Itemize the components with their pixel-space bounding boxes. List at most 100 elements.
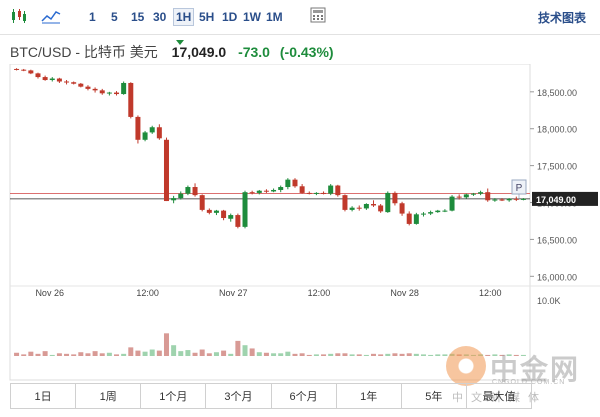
interval-5h[interactable]: 5H <box>199 10 215 24</box>
volume-bar <box>106 352 112 356</box>
volume-bar <box>49 354 55 356</box>
volume-bar <box>292 353 298 356</box>
candle-body <box>256 190 262 193</box>
candle-body <box>185 187 191 194</box>
interval-1d[interactable]: 1D <box>222 10 238 24</box>
candle-body <box>78 83 84 87</box>
volume-bar <box>299 353 305 356</box>
watermark-logo <box>446 346 486 386</box>
candle-body <box>49 78 55 81</box>
interval-1[interactable]: 1 <box>89 10 96 24</box>
candle-body <box>263 190 269 192</box>
volume-bar <box>56 353 62 356</box>
plot-frame <box>9 64 531 381</box>
candle-body <box>142 132 148 140</box>
volume-bar <box>163 333 169 356</box>
candle-body <box>213 210 219 213</box>
candle-body <box>171 198 177 201</box>
volume-bar <box>206 353 212 356</box>
volume-bar <box>149 349 155 356</box>
candle-body <box>56 78 62 82</box>
price-chart[interactable]: 18,500.0018,000.0017,500.0017,000.0016,5… <box>0 64 600 382</box>
volume-bar <box>221 350 227 356</box>
y-tick-label: 18,500.00 <box>537 88 577 98</box>
candle-body <box>456 196 462 198</box>
tech-chart-button[interactable]: 技术图表 <box>537 11 586 25</box>
candle-body <box>392 192 398 204</box>
range-1m[interactable]: 1个月 <box>141 384 207 408</box>
y-tick-label: 18,000.00 <box>537 125 577 135</box>
volume-bar <box>114 354 120 356</box>
candle-body <box>499 199 505 201</box>
candle-body <box>399 203 405 214</box>
candle-body <box>313 192 319 194</box>
volume-bar <box>71 354 77 356</box>
calculator-icon[interactable] <box>310 7 326 23</box>
volume-bar <box>313 354 319 356</box>
interval-5[interactable]: 5 <box>111 10 118 24</box>
candle-body <box>413 214 419 224</box>
range-1y[interactable]: 1年 <box>337 384 402 408</box>
x-tick-label: Nov 27 <box>219 288 248 298</box>
volume-bar <box>392 353 398 356</box>
watermark-subtitle: 中文新媒体 <box>452 392 547 404</box>
candle-body <box>192 187 198 196</box>
candle-body <box>363 203 369 209</box>
watermark-brand: 中金网 <box>490 354 581 385</box>
volume-bar <box>428 354 434 356</box>
candle-body <box>278 187 284 190</box>
volume-bar <box>42 351 48 356</box>
candle-body <box>463 194 469 198</box>
candle-body <box>64 81 70 83</box>
volume-bar <box>21 354 27 356</box>
candle-body <box>221 210 227 219</box>
volume-bar <box>356 354 362 356</box>
candle-body <box>135 116 141 140</box>
volume-bar <box>506 354 512 356</box>
candle-body <box>435 210 441 213</box>
interval-1h[interactable]: 1H <box>173 8 195 26</box>
volume-bar <box>363 354 369 356</box>
candle-body <box>92 88 98 91</box>
interval-1m[interactable]: 1M <box>266 10 283 24</box>
volume-bar <box>399 353 405 356</box>
interval-1w[interactable]: 1W <box>243 10 261 24</box>
candle-body <box>178 193 184 199</box>
volume-bar <box>85 353 91 356</box>
y-tick-label: 17,500.00 <box>537 162 577 172</box>
range-6m[interactable]: 6个月 <box>272 384 337 408</box>
volume-bar <box>378 354 384 356</box>
range-1w[interactable]: 1周 <box>76 384 142 408</box>
volume-bar <box>35 353 41 356</box>
volume-bar <box>499 354 505 356</box>
interval-30[interactable]: 30 <box>153 10 167 24</box>
volume-bar <box>413 353 419 356</box>
last-price-tag-label: 17,049.00 <box>536 195 576 205</box>
chart-toolbar: 1 5 15 30 1H 5H 1D 1W 1M 技术图表 <box>0 0 600 35</box>
range-5y[interactable]: 5年 <box>402 384 467 408</box>
volume-bar <box>406 353 412 356</box>
candle-body <box>42 77 48 81</box>
candle-body <box>299 186 305 193</box>
price-change-percent: (-0.43%) <box>279 44 334 60</box>
candle-body <box>428 212 434 214</box>
volume-bar <box>99 353 105 356</box>
range-max[interactable]: 最大值 <box>482 391 516 403</box>
volume-bar <box>92 351 98 356</box>
candlestick-icon[interactable] <box>8 6 30 26</box>
candle-body <box>328 185 334 194</box>
candle-body <box>478 192 484 194</box>
symbol-name: BTC/USD - 比特币 美元 <box>10 44 158 60</box>
line-chart-icon[interactable] <box>40 6 62 26</box>
candle-body <box>249 192 255 194</box>
volume-bar <box>178 351 184 356</box>
candle-body <box>420 213 426 215</box>
range-1d[interactable]: 1日 <box>11 384 77 408</box>
volume-bar <box>263 352 269 356</box>
volume-bar <box>249 348 255 356</box>
range-3m[interactable]: 3个月 <box>206 384 272 408</box>
interval-15[interactable]: 15 <box>131 10 145 24</box>
candle-body <box>35 73 41 78</box>
p-marker-label: P <box>516 183 523 194</box>
volume-bar <box>171 345 177 356</box>
